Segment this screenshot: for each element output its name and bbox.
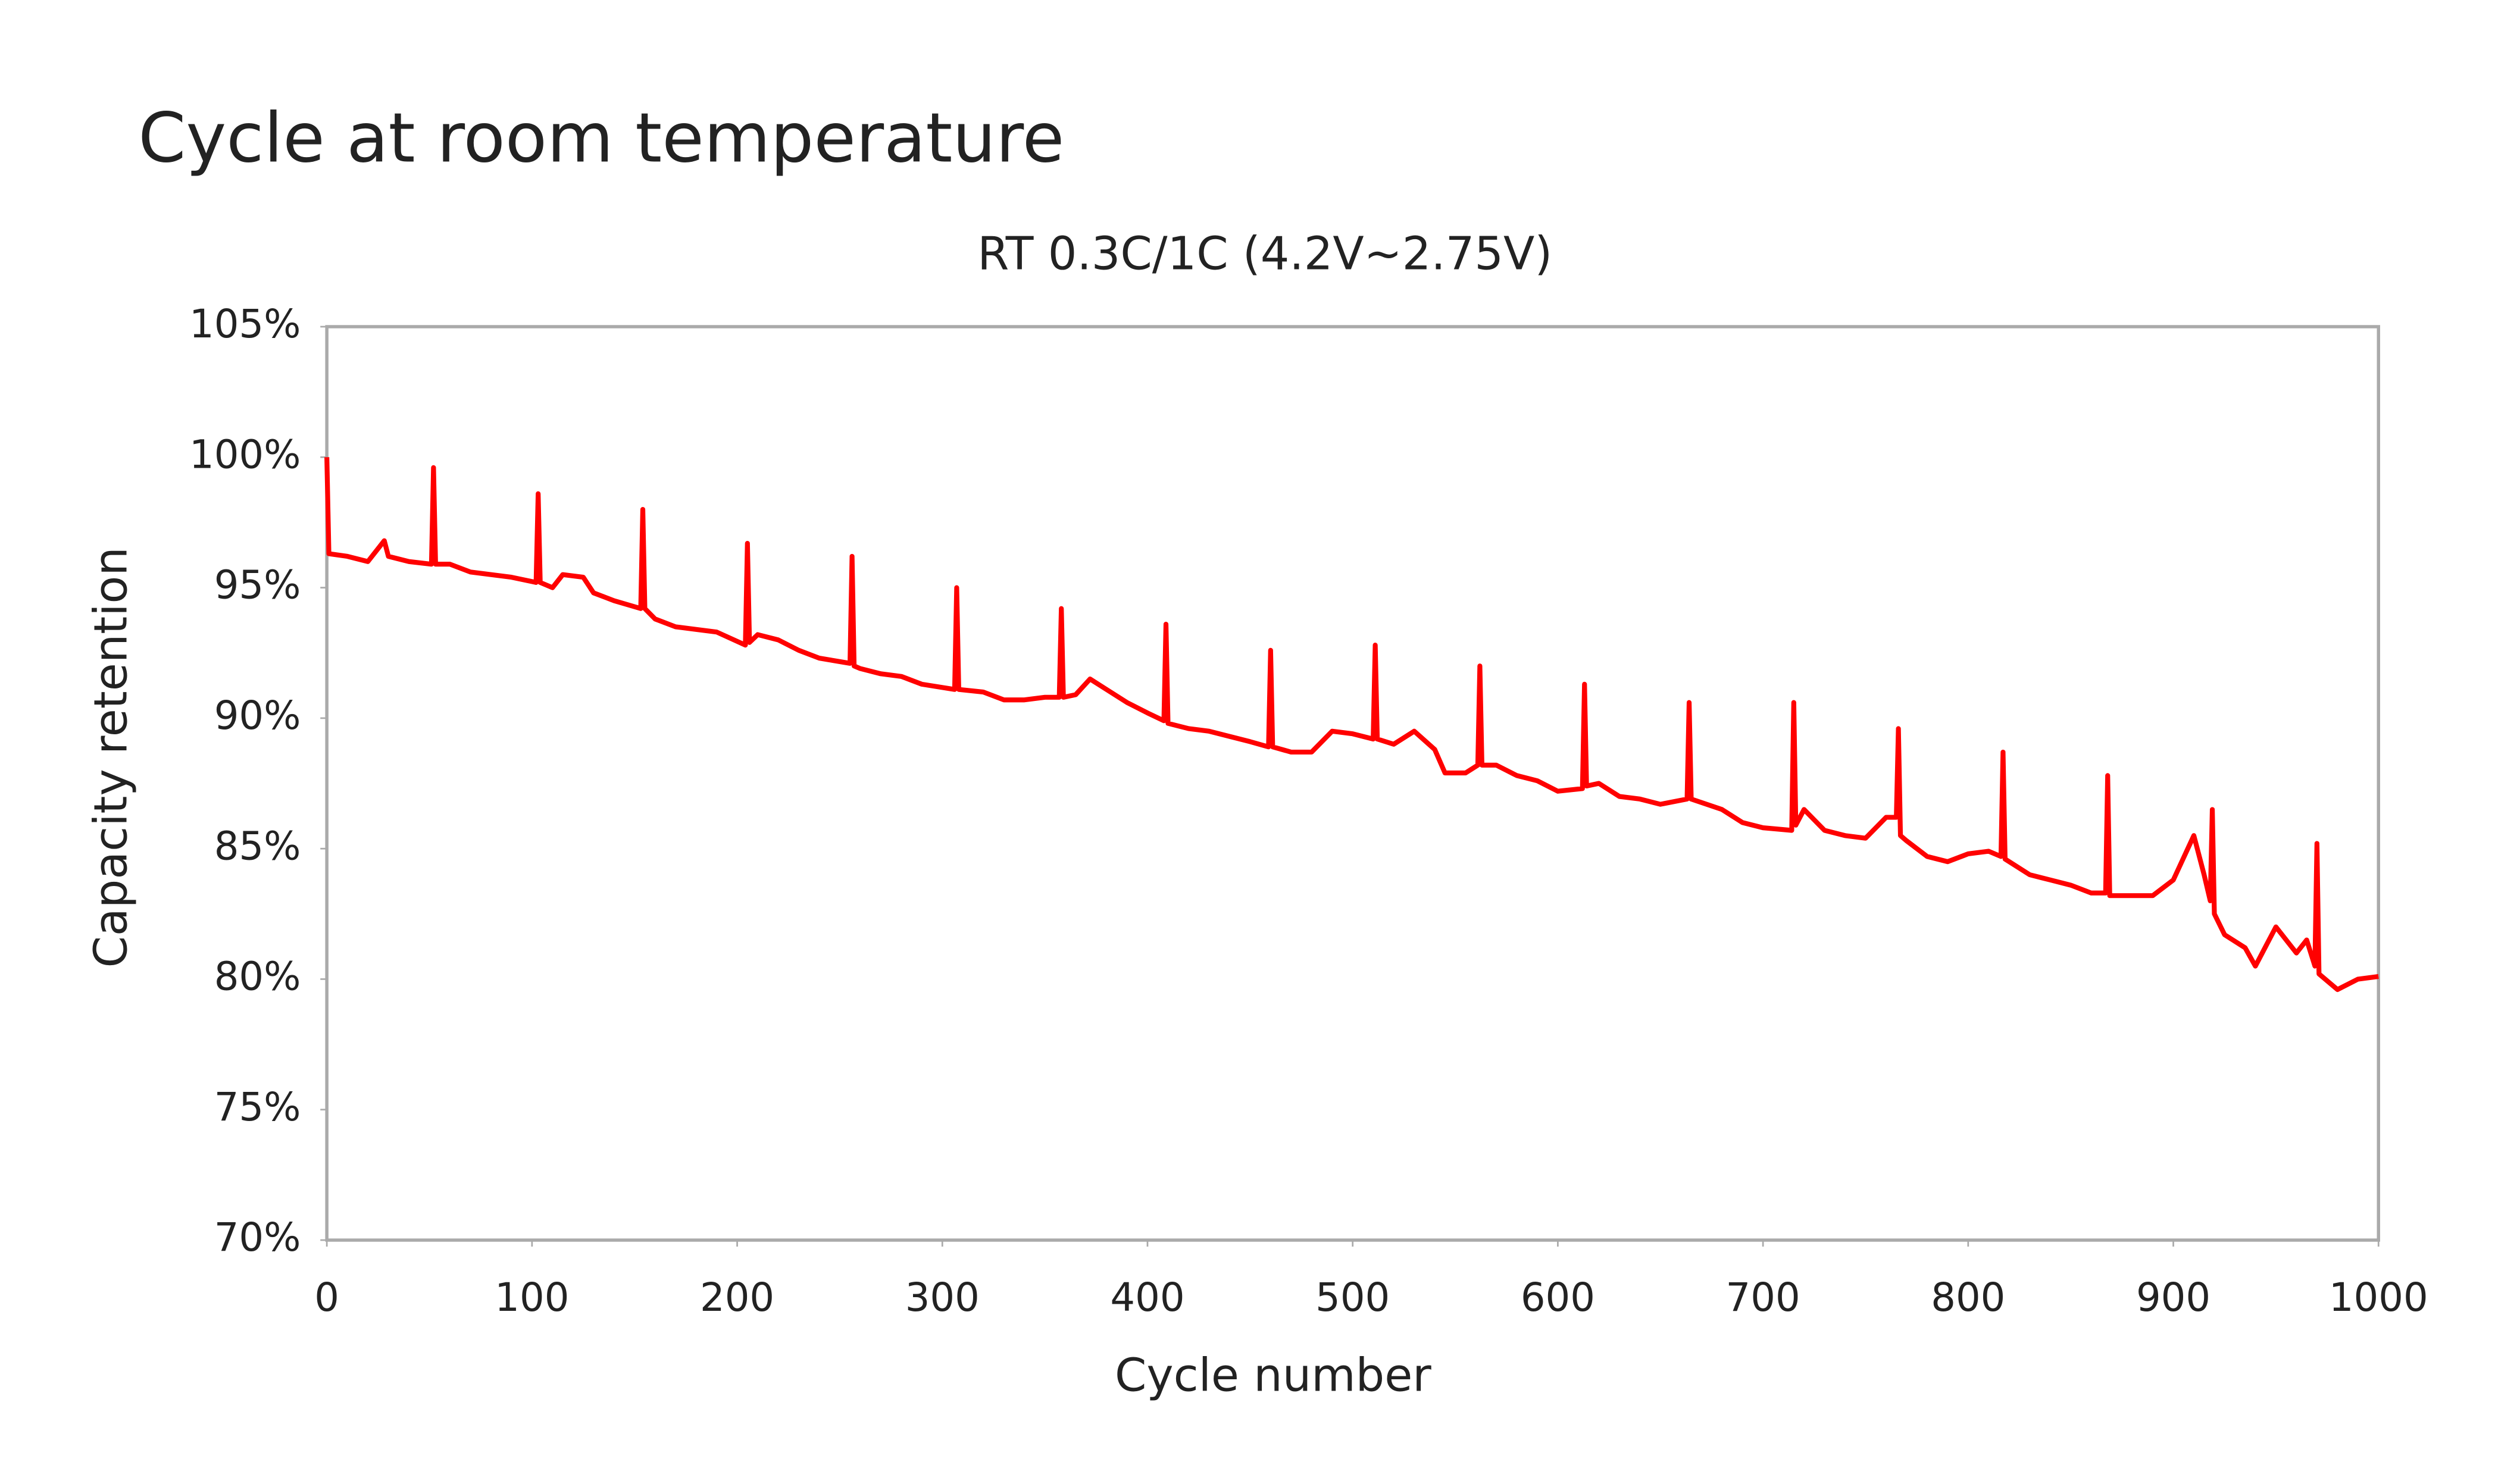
y-tick-label: 80% [214, 954, 301, 1000]
y-tick-label: 70% [214, 1215, 301, 1260]
x-tick-label: 200 [700, 1275, 774, 1320]
x-tick-label: 800 [1931, 1275, 2005, 1320]
y-axis-title: Capacity retention [85, 547, 137, 968]
x-tick-label: 300 [905, 1275, 980, 1320]
x-axis-title: Cycle number [1115, 1349, 1431, 1402]
x-tick-label: 400 [1110, 1275, 1184, 1320]
y-tick-label: 95% [214, 563, 301, 608]
y-tick-label: 100% [189, 432, 301, 477]
x-tick-label: 900 [2136, 1275, 2211, 1320]
data-line [324, 457, 2379, 993]
y-tick-label: 85% [214, 824, 301, 869]
x-tick-label: 0 [314, 1275, 339, 1320]
x-tick-label: 700 [1726, 1275, 1800, 1320]
y-tick-label: 90% [214, 693, 301, 738]
x-tick-label: 500 [1315, 1275, 1390, 1320]
y-tick-label: 105% [189, 302, 301, 347]
chart-subtitle: RT 0.3C/1C (4.2V~2.75V) [977, 228, 1552, 281]
plot-frame [325, 325, 2380, 1242]
y-tick-label: 75% [214, 1085, 301, 1130]
x-tick-label: 600 [1521, 1275, 1595, 1320]
x-tick-label: 100 [495, 1275, 569, 1320]
chart-title: Cycle at room temperature [138, 99, 1064, 179]
x-tick-label: 1000 [2329, 1275, 2428, 1320]
